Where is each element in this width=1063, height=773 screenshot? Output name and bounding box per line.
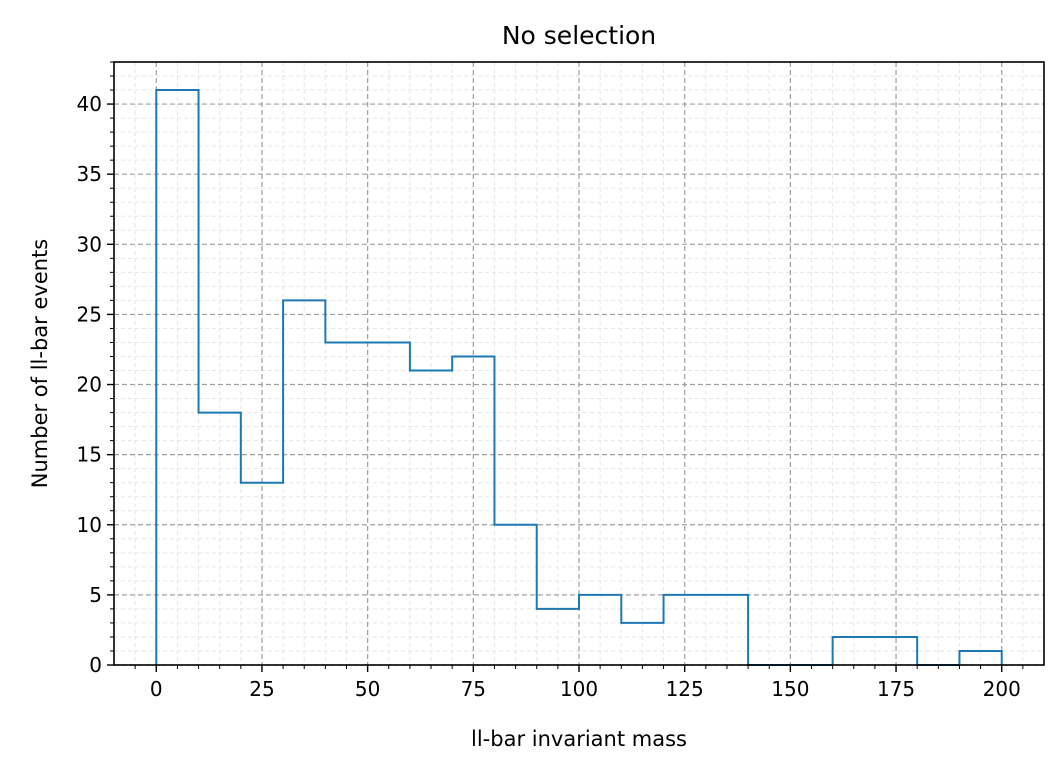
x-tick-label: 150 <box>771 677 809 701</box>
y-axis-label: Number of ll-bar events <box>28 239 52 488</box>
y-tick-label: 15 <box>77 443 102 467</box>
y-tick-label: 40 <box>77 92 102 116</box>
histogram-series <box>155 89 1003 666</box>
x-tick-label: 75 <box>461 677 486 701</box>
y-tick-label: 25 <box>77 302 102 326</box>
y-tick-label: 10 <box>77 513 102 537</box>
y-tick-label: 20 <box>77 373 102 397</box>
x-tick-label: 25 <box>249 677 274 701</box>
y-tick-label: 5 <box>89 583 102 607</box>
chart-title: No selection <box>502 21 656 50</box>
x-tick-label: 100 <box>560 677 598 701</box>
y-tick-label: 35 <box>77 162 102 186</box>
y-tick-label: 30 <box>77 232 102 256</box>
tick-labels: 0 25 50 75 100 125 150 175 200 0 5 10 15 20 25 30 35 40 <box>77 92 1021 701</box>
x-tick-label: 200 <box>983 677 1021 701</box>
histogram-outline <box>155 89 1003 666</box>
x-tick-label: 175 <box>877 677 915 701</box>
axis-ticks <box>107 61 1024 672</box>
x-axis-label: ll-bar invariant mass <box>471 727 687 751</box>
x-tick-label: 125 <box>666 677 704 701</box>
y-tick-label: 0 <box>89 653 102 677</box>
x-tick-label: 0 <box>150 677 163 701</box>
x-tick-label: 50 <box>355 677 380 701</box>
